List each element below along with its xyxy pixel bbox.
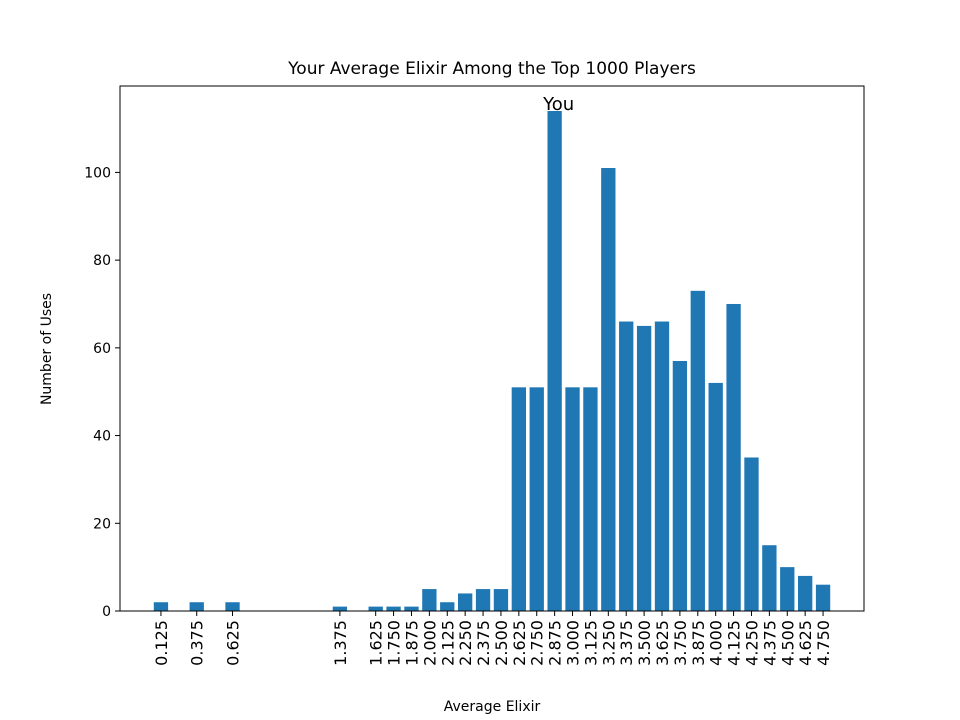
annotation: You bbox=[542, 94, 574, 115]
plot-frame bbox=[119, 85, 865, 612]
bar bbox=[636, 325, 652, 611]
x-tick-label: 3.625 bbox=[653, 620, 672, 666]
bar bbox=[368, 606, 383, 611]
x-tick-label: 4.750 bbox=[814, 620, 833, 666]
chart-title: Your Average Elixir Among the Top 1000 P… bbox=[287, 59, 696, 79]
x-tick-label: 1.875 bbox=[402, 620, 421, 666]
x-tick-label: 3.250 bbox=[599, 620, 618, 666]
x-axis-label: Average Elixir bbox=[444, 699, 541, 715]
x-tick-label: 2.500 bbox=[492, 620, 511, 666]
bar bbox=[601, 168, 616, 611]
y-tick-label: 0 bbox=[102, 604, 111, 620]
x-tick-label: 4.625 bbox=[796, 620, 815, 666]
bar bbox=[189, 602, 204, 611]
bar bbox=[798, 575, 813, 611]
bar bbox=[726, 303, 741, 611]
bar bbox=[708, 382, 723, 611]
bar bbox=[654, 321, 670, 611]
x-tick-label: 3.000 bbox=[564, 620, 583, 666]
bar bbox=[493, 589, 509, 611]
bar bbox=[511, 387, 527, 611]
x-tick-label: 0.625 bbox=[224, 620, 243, 666]
y-axis-label: Number of Uses bbox=[39, 293, 55, 405]
x-tick-label: 2.375 bbox=[474, 620, 493, 666]
bar bbox=[583, 387, 598, 611]
bar bbox=[332, 606, 348, 611]
bar bbox=[225, 602, 240, 611]
x-tick-label: 4.125 bbox=[725, 620, 744, 666]
bar bbox=[762, 545, 777, 611]
x-tick-label: 4.375 bbox=[760, 620, 779, 666]
bar bbox=[475, 589, 491, 611]
x-tick-label: 1.375 bbox=[331, 620, 350, 666]
bar bbox=[672, 361, 688, 611]
y-tick-label: 80 bbox=[93, 253, 111, 269]
bar bbox=[529, 387, 544, 611]
x-tick-label: 0.125 bbox=[152, 620, 171, 666]
x-tick-label: 2.000 bbox=[420, 620, 439, 666]
y-tick-label: 40 bbox=[93, 429, 111, 445]
x-tick-label: 2.750 bbox=[528, 620, 547, 666]
x-tick-label: 3.875 bbox=[689, 620, 708, 666]
x-tick-label: 3.125 bbox=[581, 620, 600, 666]
x-tick-label: 1.625 bbox=[367, 620, 386, 666]
x-tick-label: 2.875 bbox=[546, 620, 565, 666]
bar bbox=[404, 606, 419, 611]
x-tick-label: 4.500 bbox=[778, 620, 797, 666]
y-tick-label: 100 bbox=[84, 165, 111, 181]
bar bbox=[815, 584, 831, 611]
y-tick-label: 60 bbox=[93, 341, 111, 357]
x-tick-label: 3.750 bbox=[671, 620, 690, 666]
x-tick-label: 3.500 bbox=[635, 620, 654, 666]
x-tick-label: 2.625 bbox=[510, 620, 529, 666]
bar bbox=[153, 602, 169, 611]
bar bbox=[547, 111, 562, 611]
bar bbox=[457, 593, 473, 611]
bar bbox=[619, 321, 634, 611]
x-tick-label: 2.125 bbox=[438, 620, 457, 666]
x-tick-label: 3.375 bbox=[617, 620, 636, 666]
bar bbox=[690, 290, 705, 611]
x-tick-label: 4.250 bbox=[742, 620, 761, 666]
x-tick-label: 4.000 bbox=[707, 620, 726, 666]
x-tick-label: 1.750 bbox=[385, 620, 404, 666]
x-tick-label: 2.250 bbox=[456, 620, 475, 666]
y-tick-label: 20 bbox=[93, 516, 111, 532]
bar bbox=[440, 602, 455, 611]
bar bbox=[565, 387, 580, 611]
bar bbox=[386, 606, 401, 611]
bar bbox=[780, 567, 795, 611]
bar bbox=[422, 589, 437, 611]
x-tick-label: 0.375 bbox=[188, 620, 207, 666]
bar bbox=[744, 457, 759, 611]
